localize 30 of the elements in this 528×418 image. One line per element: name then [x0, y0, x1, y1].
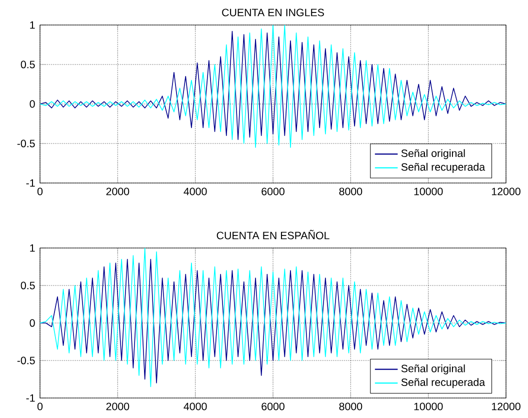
x-tick-label: 8000: [339, 188, 362, 196]
x-tick-label: 0: [37, 402, 43, 410]
legend-label: Señal recuperada: [401, 378, 486, 388]
x-tick-label: 4000: [184, 402, 207, 410]
y-tick-label: 0.5: [20, 282, 35, 290]
x-tick-label: 6000: [262, 402, 284, 410]
x-tick-label: 6000: [262, 188, 284, 196]
x-tick-label: 10000: [414, 402, 443, 410]
y-tick-label: 1: [30, 244, 35, 252]
y-tick-label: -1: [26, 179, 35, 187]
y-tick-label: 0: [30, 100, 35, 108]
x-tick-label: 12000: [492, 188, 520, 196]
x-tick-label: 0: [37, 188, 43, 196]
y-tick-label: 0.5: [20, 60, 35, 68]
y-tick-label: -0.5: [17, 140, 35, 148]
chart-title: CUENTA EN ESPAÑOL: [216, 230, 330, 240]
x-tick-label: 4000: [184, 188, 207, 196]
y-tick-label: -0.5: [17, 356, 35, 364]
legend-label: Señal original: [401, 149, 465, 160]
chart-title: CUENTA EN INGLES: [222, 8, 324, 16]
y-tick-label: 0: [30, 319, 35, 327]
x-tick-label: 2000: [106, 402, 130, 410]
x-tick-label: 8000: [339, 402, 362, 410]
x-tick-label: 2000: [106, 188, 130, 196]
y-tick-label: -1: [26, 394, 35, 402]
legend-label: Señal original: [401, 364, 465, 374]
x-tick-label: 12000: [492, 402, 520, 410]
y-tick-label: 1: [30, 21, 35, 29]
legend-label: Señal recuperada: [401, 162, 486, 173]
x-tick-label: 10000: [414, 188, 443, 196]
